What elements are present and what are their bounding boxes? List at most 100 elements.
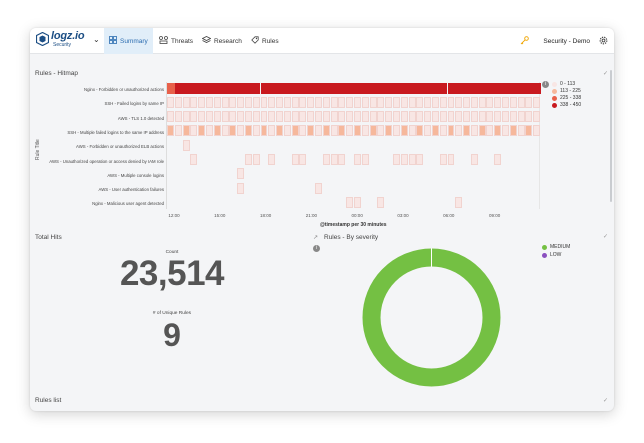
heatmap-cell[interactable] bbox=[237, 125, 245, 137]
heatmap-cell[interactable] bbox=[470, 154, 478, 165]
heatmap-cell[interactable] bbox=[470, 111, 478, 123]
heatmap-cell[interactable] bbox=[455, 82, 464, 94]
chevron-down-icon[interactable]: ⌄ bbox=[93, 35, 100, 44]
heatmap-cell[interactable] bbox=[470, 96, 478, 108]
check-icon[interactable]: ✓ bbox=[603, 234, 609, 240]
check-icon[interactable]: ✓ bbox=[603, 71, 609, 77]
heatmap-cell[interactable] bbox=[509, 82, 518, 94]
heatmap-cell[interactable] bbox=[190, 154, 198, 165]
heatmap-cell[interactable] bbox=[509, 111, 517, 123]
heatmap-cell[interactable] bbox=[182, 96, 190, 108]
heatmap-cell[interactable] bbox=[268, 125, 276, 137]
heatmap-cell[interactable] bbox=[221, 96, 229, 108]
heatmap-cell[interactable] bbox=[237, 111, 245, 123]
heatmap-cell[interactable] bbox=[486, 96, 494, 108]
heatmap-cell[interactable] bbox=[299, 82, 308, 94]
heatmap-cell[interactable] bbox=[509, 96, 517, 108]
heatmap-cell[interactable] bbox=[307, 111, 315, 123]
heatmap-cell[interactable] bbox=[416, 154, 424, 165]
heatmap-cell[interactable] bbox=[299, 154, 307, 165]
heatmap-cell[interactable] bbox=[385, 125, 393, 137]
heatmap-cell[interactable] bbox=[244, 82, 253, 94]
heatmap-cell[interactable] bbox=[174, 82, 183, 94]
heatmap-cell[interactable] bbox=[276, 96, 284, 108]
heatmap-cell[interactable] bbox=[213, 111, 221, 123]
heatmap-cell[interactable] bbox=[237, 82, 245, 94]
heatmap-cell[interactable] bbox=[229, 96, 237, 108]
heatmap-cell[interactable] bbox=[221, 111, 229, 123]
heatmap-cell[interactable] bbox=[369, 96, 377, 108]
heatmap-cell[interactable] bbox=[237, 182, 245, 194]
heatmap-cell[interactable] bbox=[416, 125, 424, 137]
heatmap-cell[interactable] bbox=[408, 111, 416, 123]
heatmap-cell[interactable] bbox=[392, 111, 400, 123]
heatmap-cell[interactable] bbox=[330, 154, 338, 165]
heatmap-cell[interactable] bbox=[431, 96, 439, 108]
donut-slice-medium[interactable] bbox=[362, 248, 501, 387]
heatmap-cell[interactable] bbox=[221, 125, 229, 137]
heatmap-cell[interactable] bbox=[447, 125, 455, 137]
heatmap-cell[interactable] bbox=[361, 125, 369, 137]
heatmap-cell[interactable] bbox=[502, 125, 510, 137]
heatmap-cell[interactable] bbox=[377, 96, 385, 108]
tab-research[interactable]: Research bbox=[197, 28, 247, 54]
heatmap-cell[interactable] bbox=[244, 96, 252, 108]
heatmap-cell[interactable] bbox=[463, 82, 471, 94]
heatmap-cell[interactable] bbox=[322, 82, 331, 94]
heatmap-cell[interactable] bbox=[408, 82, 417, 94]
heatmap-cell[interactable] bbox=[525, 96, 533, 108]
heatmap-cell[interactable] bbox=[400, 125, 408, 137]
expand-icon[interactable]: ↗ bbox=[313, 235, 319, 241]
heatmap-cell[interactable] bbox=[291, 125, 299, 137]
legend-item-medium[interactable]: MEDIUM bbox=[542, 244, 570, 250]
heatmap-cell[interactable] bbox=[307, 96, 315, 108]
heatmap-cell[interactable] bbox=[533, 96, 541, 108]
heatmap-cell[interactable] bbox=[377, 196, 385, 208]
heatmap-cell[interactable] bbox=[424, 82, 432, 94]
heatmap-cell[interactable] bbox=[346, 82, 354, 94]
heatmap-cell[interactable] bbox=[392, 96, 400, 108]
heatmap-cell[interactable] bbox=[237, 96, 245, 108]
heatmap-cell[interactable] bbox=[198, 96, 206, 108]
heatmap-cell[interactable] bbox=[470, 82, 479, 94]
heatmap-cell[interactable] bbox=[338, 125, 346, 137]
heatmap-cell[interactable] bbox=[377, 125, 385, 137]
heatmap-cell[interactable] bbox=[213, 96, 221, 108]
heatmap-cell[interactable] bbox=[268, 82, 277, 94]
heatmap-cell[interactable] bbox=[315, 111, 323, 123]
heatmap-cell[interactable] bbox=[447, 154, 455, 165]
heatmap-cell[interactable] bbox=[400, 154, 408, 165]
heatmap-cell[interactable] bbox=[455, 125, 463, 137]
logzio-logo[interactable]: logz.io Security bbox=[36, 30, 88, 51]
heatmap-cell[interactable] bbox=[525, 111, 533, 123]
scrollbar[interactable] bbox=[610, 70, 612, 202]
heatmap-cell[interactable] bbox=[182, 111, 190, 123]
heatmap-cell[interactable] bbox=[244, 125, 252, 137]
heatmap-cell[interactable] bbox=[439, 154, 447, 165]
heatmap-cell[interactable] bbox=[463, 111, 471, 123]
heatmap-cell[interactable] bbox=[354, 82, 362, 94]
heatmap-cell[interactable] bbox=[392, 154, 400, 165]
heatmap-cell[interactable] bbox=[517, 125, 525, 137]
heatmap-cell[interactable] bbox=[392, 82, 401, 94]
heatmap-cell[interactable] bbox=[400, 96, 408, 108]
heatmap-cell[interactable] bbox=[408, 125, 416, 137]
heatmap-cell[interactable] bbox=[213, 125, 221, 137]
account-name[interactable]: Security - Demo bbox=[543, 37, 590, 45]
heatmap-cell[interactable] bbox=[385, 82, 393, 94]
heatmap-legend-item[interactable]: 113 - 225 bbox=[552, 88, 581, 94]
heatmap-cell[interactable] bbox=[229, 82, 238, 94]
tab-threats[interactable]: Threats bbox=[154, 28, 198, 54]
heatmap-cell[interactable] bbox=[431, 111, 439, 123]
heatmap-cell[interactable] bbox=[205, 111, 213, 123]
heatmap-cell[interactable] bbox=[494, 111, 502, 123]
legend-item-low[interactable]: LOW bbox=[542, 252, 561, 258]
heatmap-cell[interactable] bbox=[486, 111, 494, 123]
heatmap-cell[interactable] bbox=[307, 82, 316, 94]
heatmap-cell[interactable] bbox=[463, 125, 471, 137]
heatmap-cell[interactable] bbox=[361, 111, 369, 123]
heatmap-cell[interactable] bbox=[299, 125, 307, 137]
heatmap-cell[interactable] bbox=[361, 154, 369, 165]
heatmap-cell[interactable] bbox=[470, 125, 478, 137]
heatmap-cell[interactable] bbox=[229, 125, 237, 137]
